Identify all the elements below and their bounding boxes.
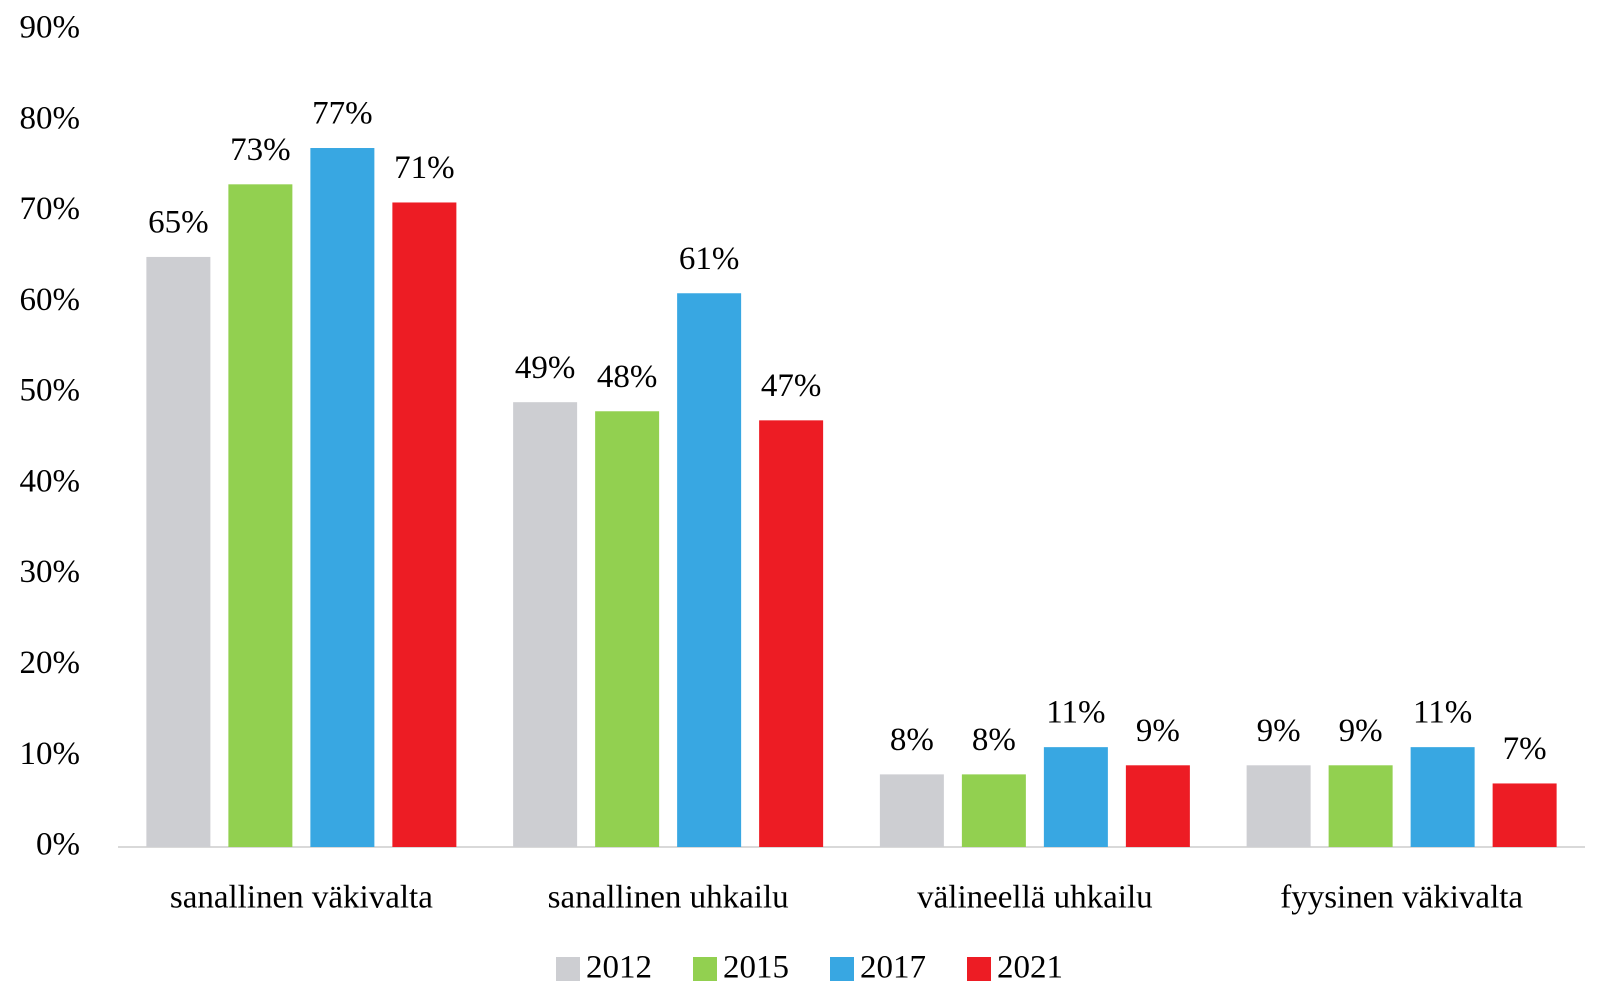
data-label: 61% (679, 241, 740, 277)
bar (1410, 747, 1475, 847)
bar (1328, 765, 1393, 847)
legend-label: 2017 (860, 950, 926, 986)
bar (759, 420, 824, 847)
bar (513, 402, 578, 847)
legend-label: 2015 (723, 950, 789, 986)
x-tick-label: fyysinen väkivalta (1280, 880, 1523, 916)
data-label: 77% (312, 96, 373, 132)
data-label: 9% (1136, 713, 1180, 749)
y-tick-label: 80% (20, 100, 81, 136)
bar (677, 293, 742, 847)
bar (146, 256, 211, 847)
x-tick-label: välineellä uhkailu (917, 880, 1153, 916)
bar (392, 202, 457, 847)
data-label: 7% (1503, 731, 1547, 767)
bar (228, 184, 293, 848)
y-tick-label: 90% (20, 10, 81, 46)
y-tick-label: 30% (20, 554, 81, 590)
bar (879, 774, 944, 847)
y-tick-label: 70% (20, 191, 81, 227)
data-label: 48% (597, 359, 658, 395)
data-label: 65% (148, 205, 209, 241)
bar (1492, 783, 1557, 847)
legend-label: 2021 (997, 950, 1063, 986)
y-tick-label: 60% (20, 282, 81, 318)
data-label: 8% (890, 722, 934, 758)
bar (595, 411, 660, 847)
legend-swatch (967, 957, 991, 981)
data-label: 8% (972, 722, 1016, 758)
bar (961, 774, 1026, 847)
data-label: 49% (515, 350, 576, 386)
x-tick-label: sanallinen väkivalta (170, 880, 433, 916)
data-label: 73% (230, 132, 291, 168)
y-tick-label: 0% (36, 827, 80, 863)
data-label: 9% (1257, 713, 1301, 749)
y-tick-label: 10% (20, 736, 81, 772)
legend-swatch (830, 957, 854, 981)
y-tick-label: 50% (20, 373, 81, 409)
bar (1043, 747, 1108, 847)
bar (1125, 765, 1190, 847)
data-label: 47% (761, 368, 822, 404)
legend-swatch (556, 957, 580, 981)
data-label: 71% (394, 150, 455, 186)
legend-label: 2012 (586, 950, 652, 986)
y-tick-label: 20% (20, 645, 81, 681)
bar (1246, 765, 1311, 847)
y-tick-label: 40% (20, 463, 81, 499)
x-tick-label: sanallinen uhkailu (548, 880, 789, 916)
data-label: 9% (1339, 713, 1383, 749)
bar (310, 148, 375, 847)
legend-swatch (693, 957, 717, 981)
data-label: 11% (1046, 695, 1105, 731)
data-label: 11% (1413, 695, 1472, 731)
